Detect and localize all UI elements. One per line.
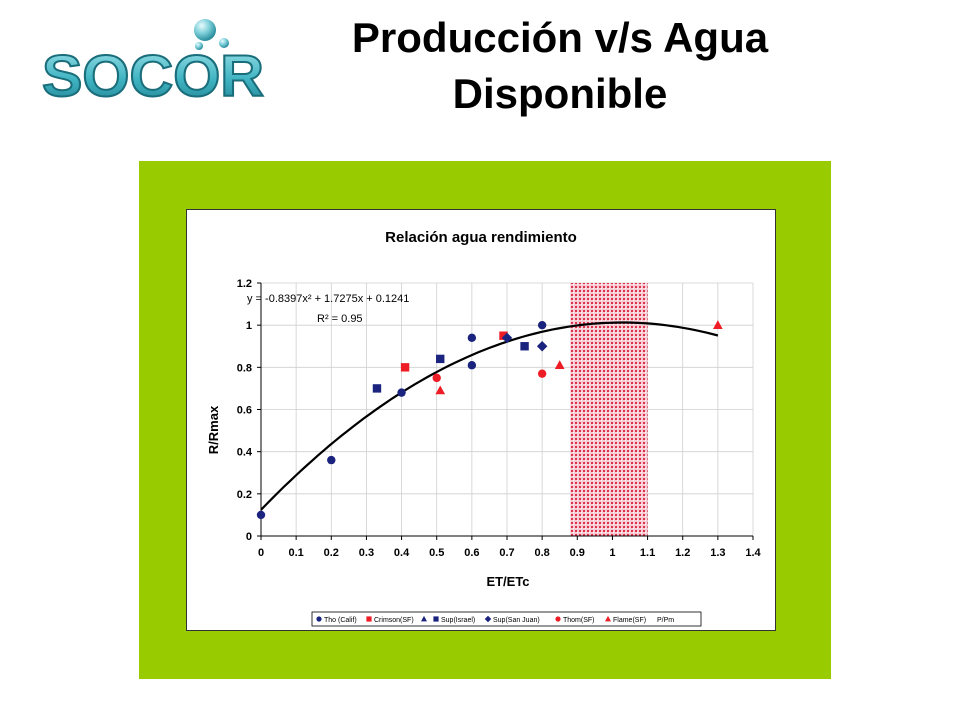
x-tick-label: 1 <box>609 547 615 559</box>
point-flame-sf <box>713 320 723 329</box>
point-flame-sf <box>554 360 565 370</box>
x-tick-label: 0.1 <box>288 547 303 559</box>
point-tho-calif <box>327 455 336 465</box>
slide-title-line-1: Producción v/s Agua <box>351 14 769 61</box>
legend-marker-thom-sf <box>555 616 561 622</box>
point-tho-calif <box>467 361 477 370</box>
legend-marker-tho-calif <box>316 616 322 622</box>
trendline-equation: y = -0.8397x² + 1.7275x + 0.1241 <box>247 293 409 305</box>
y-tick-label: 0.4 <box>237 447 253 459</box>
point-tho-calif <box>256 510 266 520</box>
point-sup-san-juan <box>536 341 548 352</box>
logo-bubble-1 <box>194 19 216 41</box>
slide-title: Producción v/s Agua Disponible <box>290 10 830 122</box>
logo-bubble-2 <box>219 38 229 48</box>
chart-title: Relación agua rendimiento <box>385 229 577 246</box>
x-tick-label: 0.2 <box>324 547 339 559</box>
chart-card: Relación agua rendimiento 0 0.1 0.2 0.3 0.4 0… <box>186 209 776 631</box>
trendline-r2: R² = 0.95 <box>317 313 363 325</box>
legend-marker-sup-israel <box>433 616 439 622</box>
x-tick-label: 0.4 <box>394 547 410 559</box>
point-tho-calif <box>397 388 406 397</box>
x-tick-label: 1.1 <box>640 547 655 559</box>
y-tick-label: 1.2 <box>237 278 252 290</box>
y-axis-title: R/Rmax <box>206 405 221 454</box>
x-axis-title: ET/ETc <box>486 574 529 589</box>
point-sup-israel <box>372 384 382 393</box>
legend-label-thom-sf: Thom(SF) <box>563 617 595 624</box>
legend-label-crimson-sf: Crimson(SF) <box>374 617 414 624</box>
point-crimson-sf <box>499 331 508 340</box>
point-sup-san-juan <box>501 332 513 344</box>
point-tho-calif <box>537 320 547 330</box>
x-tick-label: 1.2 <box>675 547 690 559</box>
legend-marker-flame-sf <box>605 615 611 622</box>
point-sup-israel <box>520 342 529 351</box>
x-tick-label: 0.9 <box>570 547 585 559</box>
point-thom-sf <box>537 369 547 378</box>
socor-logo: SOCOR <box>41 19 265 108</box>
chart-svg: Relación agua rendimiento 0 0.1 0.2 0.3 0.4 0… <box>206 229 762 627</box>
point-thom-sf <box>432 373 441 383</box>
legend: Tho (Calif) Crimson(SF) Sup(Israel) Sup(San… <box>316 615 674 624</box>
legend-label-flame-sf: Flame(SF) <box>613 617 646 624</box>
shaded-band <box>570 283 648 536</box>
x-tick-label: 0.3 <box>359 547 374 559</box>
slide-title-line-2: Disponible <box>452 70 668 117</box>
point-tho-calif <box>467 333 477 343</box>
x-tick-label: 1.4 <box>745 547 761 559</box>
x-tick-label: 0.8 <box>534 547 549 559</box>
y-tick-label: 0 <box>246 531 252 543</box>
legend-label-tho-calif: Tho (Calif) <box>324 617 357 624</box>
trendline-layer <box>260 321 719 511</box>
point-sup-israel <box>436 354 445 364</box>
logo-bubble-3 <box>195 42 203 50</box>
y-tick-label: 0.6 <box>237 405 252 417</box>
legend-box <box>311 611 702 627</box>
legend-label-p-pm: P/Pm <box>657 617 674 624</box>
trendline <box>260 321 719 511</box>
point-flame-sf <box>435 385 446 395</box>
x-tick-label: 0.6 <box>464 547 479 559</box>
x-tick-label: 0.7 <box>499 547 514 559</box>
legend-label-sup-israel: Sup(Israel) <box>441 617 475 624</box>
logo-text: SOCOR <box>42 44 264 108</box>
x-tick-label: 0.5 <box>429 547 444 559</box>
legend-marker-extra-marker <box>421 615 427 622</box>
point-crimson-sf <box>400 363 410 372</box>
x-tick-label: 0 <box>258 547 264 559</box>
y-tick-label: 0.8 <box>237 362 252 374</box>
legend-marker-sup-san-juan <box>484 615 492 623</box>
axes: 0 0.1 0.2 0.3 0.4 0.5 0.6 0.7 0.8 0.9 1 1.1 1.2 1.3 1.… <box>237 278 762 559</box>
data-points <box>256 320 723 520</box>
y-tick-label: 0.2 <box>237 489 252 501</box>
y-tick-label: 1 <box>246 320 252 332</box>
legend-label-sup-san-juan: Sup(San Juan) <box>493 617 540 624</box>
legend-marker-crimson-sf <box>366 616 372 622</box>
x-tick-label: 1.3 <box>710 547 725 559</box>
shaded-band-layer <box>570 283 648 536</box>
